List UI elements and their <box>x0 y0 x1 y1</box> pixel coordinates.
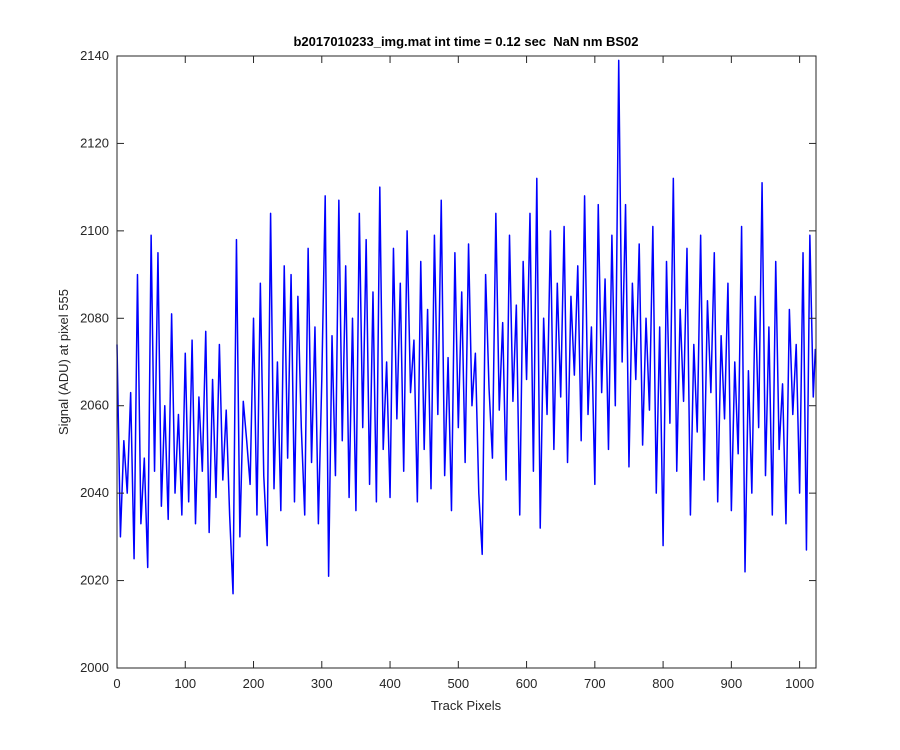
x-tick-label: 800 <box>652 676 674 691</box>
x-tick-label: 600 <box>516 676 538 691</box>
y-tick-label: 2060 <box>80 398 109 413</box>
x-tick-label: 400 <box>379 676 401 691</box>
x-tick-label: 900 <box>721 676 743 691</box>
x-tick-label: 500 <box>447 676 469 691</box>
x-tick-label: 300 <box>311 676 333 691</box>
y-tick-label: 2000 <box>80 660 109 675</box>
plot-frame <box>116 55 817 669</box>
x-tick-label: 100 <box>174 676 196 691</box>
y-tick-label: 2140 <box>80 48 109 63</box>
data-line <box>116 59 817 595</box>
x-axis-label: Track Pixels <box>431 698 502 713</box>
y-tick-label: 2100 <box>80 223 109 238</box>
chart-title: b2017010233_img.mat int time = 0.12 sec … <box>293 34 638 49</box>
x-tick-label: 700 <box>584 676 606 691</box>
y-tick-label: 2120 <box>80 135 109 150</box>
y-axis-label: Signal (ADU) at pixel 555 <box>56 289 71 435</box>
x-tick-label: 200 <box>243 676 265 691</box>
y-tick-label: 2020 <box>80 573 109 588</box>
x-tick-label: 1000 <box>785 676 814 691</box>
x-tick-label: 0 <box>113 676 120 691</box>
y-tick-label: 2040 <box>80 485 109 500</box>
y-tick-label: 2080 <box>80 310 109 325</box>
